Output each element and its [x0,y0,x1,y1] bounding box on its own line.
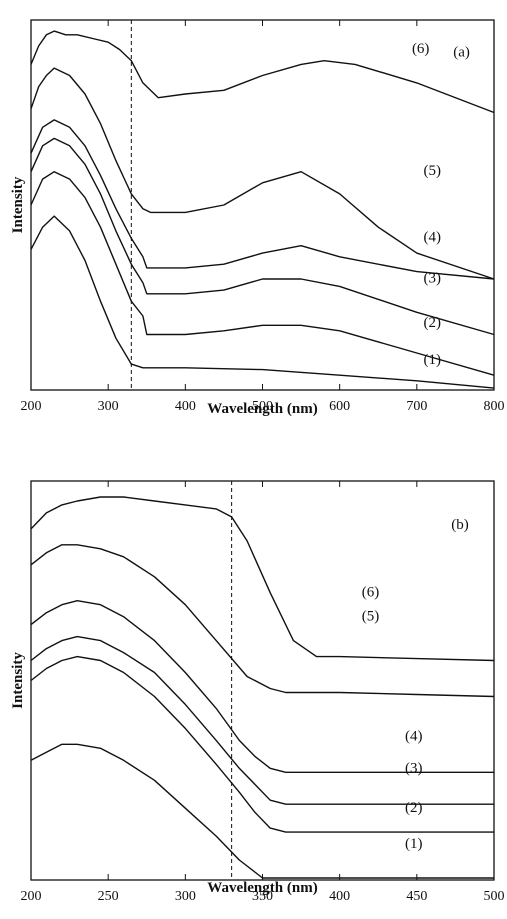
panel-b-panel-label: (b) [451,517,469,533]
panel-a-x-tick-label: 400 [175,399,196,414]
panel-b-series-label-4: (4) [405,728,423,744]
panel-b-series-line-4 [30,600,494,773]
panel-a-x-tick-label: 800 [484,399,505,414]
panel-b-series-line-5 [30,544,495,698]
panel-a-x-tick-label: 700 [406,399,427,414]
panel-b-series-label-6: (6) [362,585,380,601]
panel-a-series-label-4: (4) [424,230,442,246]
panel-b-series-label-1: (1) [405,836,423,852]
panel-b-x-tick-label: 300 [175,889,196,904]
panel-a-x-tick-label: 300 [98,399,119,414]
panel-a-series-line-3 [30,137,495,336]
panel-b-x-tick-label: 350 [252,889,273,904]
panel-a-x-tick-label: 200 [21,399,42,414]
panel-b-series-line-1 [30,743,494,879]
panel-a-series-label-5: (5) [424,163,442,179]
panel-b-series-line-2 [30,655,494,833]
panel-a-series-label-6: (6) [412,41,430,57]
panel-a-series-label-2: (2) [424,315,442,331]
panel-b-y-axis-label: Intensity [10,652,26,709]
panel-b-x-tick-label: 400 [329,889,350,904]
panel-b-series-label-3: (3) [405,760,423,776]
panel-b-series-line-6 [30,496,495,662]
panel-a-x-axis-label: Wavelength (nm) [207,401,317,417]
panel-a-x-tick-label: 500 [252,399,273,414]
panel-a-x-tick-label: 600 [329,399,350,414]
panel-a-series-label-3: (3) [424,270,442,286]
panel-b-series-label-2: (2) [405,800,423,816]
panel-b-x-tick-label: 500 [484,889,505,904]
panel-a-series-line-5 [30,67,495,280]
panel-a-y-axis-label: Intensity [10,176,26,233]
panel-a-series-line-6 [30,30,495,114]
panel-a-panel-label: (a) [453,45,470,61]
panel-b-x-tick-label: 250 [98,889,119,904]
panel-a-series-line-4 [30,119,495,280]
panel-a-series-line-2 [30,171,495,376]
panel-a-series-line-1 [30,215,495,389]
panel-b-series-label-5: (5) [362,609,380,625]
panel-b-series-line-3 [30,635,494,805]
panel-b-x-tick-label: 200 [21,889,42,904]
panel-b-x-tick-label: 450 [406,889,427,904]
panel-b-x-axis-label: Wavelength (nm) [207,880,317,896]
